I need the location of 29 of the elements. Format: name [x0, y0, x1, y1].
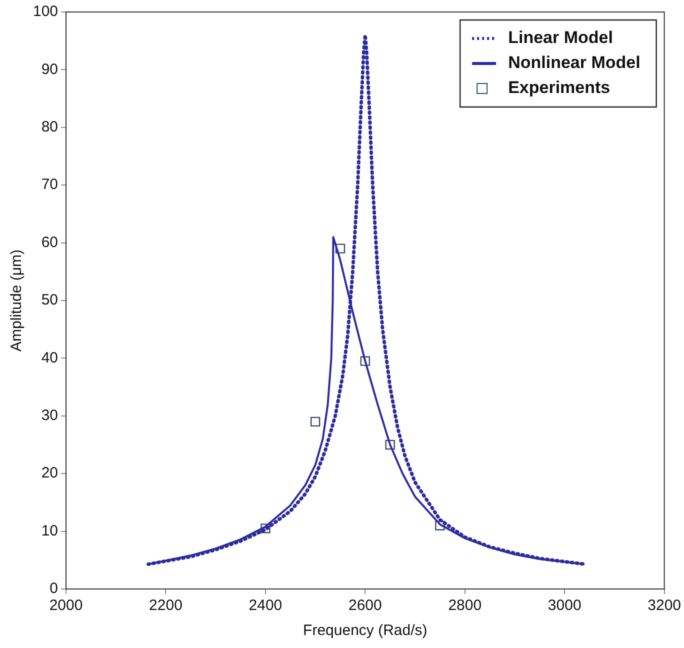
point — [260, 524, 270, 534]
x-tick-label: 2200 — [149, 597, 182, 614]
x-axis-title: Frequency (Rad/s) — [303, 622, 428, 640]
legend-label: Experiments — [508, 78, 610, 98]
point — [385, 440, 395, 450]
y-tick-label: 30 — [41, 407, 58, 424]
point — [360, 356, 370, 366]
legend-label: Linear Model — [508, 28, 613, 48]
y-tick-label: 90 — [41, 60, 58, 78]
y-tick-label: 100 — [32, 3, 58, 20]
point — [310, 416, 320, 427]
point — [335, 244, 346, 254]
x-tick-label: 2600 — [348, 597, 382, 614]
x-tick-label: 2000 — [49, 597, 83, 614]
y-tick-label: 80 — [41, 118, 58, 136]
y-tick-label: 50 — [41, 292, 58, 309]
y-tick-label: 70 — [41, 176, 58, 194]
legend-label: Nonlinear Model — [508, 53, 640, 72]
y-axis-title: Amplitude (μm) — [8, 250, 26, 352]
y-tick-label: 0 — [50, 580, 58, 598]
x-tick-label: 3200 — [648, 597, 682, 614]
x-tick-label: 2800 — [448, 597, 482, 614]
x-tick-label: 3000 — [548, 597, 582, 614]
point — [435, 520, 445, 530]
x-tick-label: 2400 — [248, 597, 282, 614]
y-tick-label: 40 — [41, 349, 58, 366]
y-tick-label: 10 — [41, 522, 58, 540]
y-tick-label: 20 — [41, 464, 58, 482]
y-tick-label: 60 — [41, 234, 58, 251]
